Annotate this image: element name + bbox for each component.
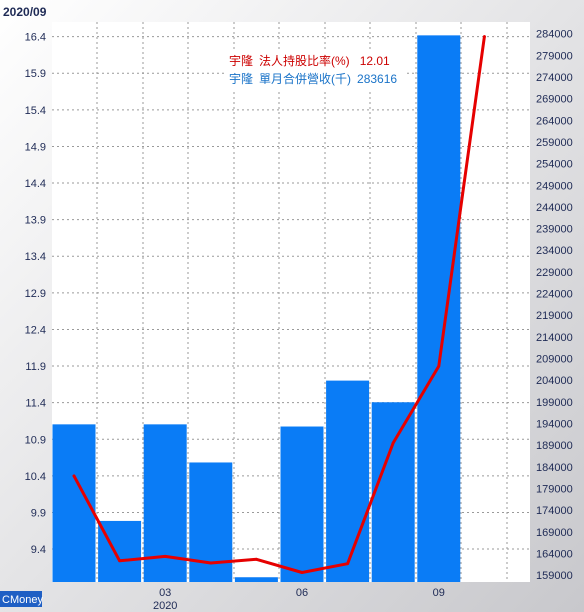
left-axis-tick-label: 16.4	[25, 32, 46, 44]
left-axis-tick-label: 15.4	[25, 105, 46, 117]
right-axis-tick-label: 204000	[536, 375, 573, 387]
legend-item-revenue: 宇隆 單月合併營收(千) 283616	[229, 71, 397, 86]
revenue-bar	[417, 35, 461, 582]
legend-metric-name: 單月合併營收(千)	[259, 71, 351, 86]
legend-stock-name: 宇隆	[229, 53, 253, 68]
revenue-bar	[326, 380, 370, 582]
right-axis-tick-label: 279000	[536, 50, 573, 62]
left-axis-tick-label: 10.4	[25, 471, 46, 483]
right-axis-tick-label: 184000	[536, 462, 573, 474]
right-axis-tick-label: 209000	[536, 354, 573, 366]
watermark-badge	[0, 591, 42, 607]
right-axis-tick-label: 284000	[536, 29, 573, 41]
holding-ratio-line	[72, 35, 486, 574]
right-axis-tick-label: 159000	[536, 570, 573, 582]
holding-ratio-point	[391, 441, 395, 445]
right-axis-tick-label: 234000	[536, 245, 573, 257]
left-axis-tick-label: 12.4	[25, 324, 46, 336]
holding-ratio-point	[346, 562, 349, 566]
right-axis-tick-label: 169000	[536, 527, 573, 539]
holding-ratio-point	[300, 571, 304, 574]
right-axis-tick-label: 219000	[536, 310, 573, 322]
legend-stock-name: 宇隆	[229, 71, 253, 86]
right-axis-tick-label: 179000	[536, 483, 573, 495]
left-axis-tick-label: 10.9	[25, 434, 46, 446]
right-axis-tick-label: 224000	[536, 289, 573, 301]
right-axis-tick-label: 164000	[536, 548, 573, 560]
left-axis-tick-label: 11.9	[25, 361, 46, 373]
legend-value: 283616	[357, 72, 397, 86]
x-axis: 03 06 09 2020	[153, 587, 445, 612]
right-axis-tick-label: 214000	[536, 332, 573, 344]
line-series	[72, 35, 486, 574]
legend-item-holding-ratio: 宇隆 法人持股比率(%) 12.01	[229, 53, 390, 68]
revenue-bar	[280, 426, 324, 582]
right-axis: 159000 164000 169000 174000 179000 184000 1890…	[536, 29, 573, 582]
right-axis-tick-label: 174000	[536, 505, 573, 517]
right-axis-tick-label: 254000	[536, 159, 573, 171]
holding-ratio-point	[255, 557, 258, 561]
legend-value: 12.01	[360, 54, 390, 68]
holding-ratio-point	[163, 554, 167, 558]
right-axis-tick-label: 274000	[536, 72, 573, 84]
right-axis-tick-label: 239000	[536, 224, 573, 236]
legend-box	[224, 50, 404, 90]
x-axis-tick-label: 06	[296, 587, 308, 599]
left-axis-tick-label: 13.9	[25, 215, 46, 227]
revenue-bar	[234, 577, 278, 582]
right-axis-tick-label: 244000	[536, 202, 573, 214]
left-axis-tick-label: 14.9	[25, 141, 46, 153]
x-axis-tick-label: 03	[159, 587, 171, 599]
right-axis-tick-label: 259000	[536, 137, 573, 149]
holding-ratio-point	[72, 474, 76, 478]
holding-ratio-point	[483, 35, 486, 39]
left-axis-tick-label: 11.4	[25, 398, 46, 410]
holding-ratio-point	[118, 559, 121, 563]
legend-metric-name: 法人持股比率(%)	[259, 53, 350, 68]
x-axis-tick-label: 09	[433, 587, 445, 599]
revenue-bar	[371, 402, 415, 582]
right-axis-tick-label: 269000	[536, 94, 573, 106]
left-axis-tick-label: 9.9	[31, 507, 46, 519]
period-label: 2020/09	[3, 5, 47, 19]
holding-ratio-point	[437, 364, 441, 368]
right-axis-tick-label: 229000	[536, 267, 573, 279]
right-axis-tick-label: 264000	[536, 115, 573, 127]
left-axis-tick-label: 9.4	[31, 544, 46, 556]
holding-ratio-point	[209, 561, 213, 565]
left-axis: 9.4 9.9 10.4 10.9 11.4 11.9 12.4 12.9 13.4 13.9 14…	[25, 32, 46, 556]
right-axis-tick-label: 189000	[536, 440, 573, 452]
cmoney-watermark: CMoney	[2, 594, 43, 606]
right-axis-tick-label: 194000	[536, 418, 573, 430]
left-axis-tick-label: 13.4	[25, 251, 46, 263]
right-axis-tick-label: 249000	[536, 180, 573, 192]
right-axis-tick-label: 199000	[536, 397, 573, 409]
left-axis-tick-label: 14.4	[25, 178, 46, 190]
grid-layer	[52, 22, 530, 582]
x-axis-year-label: 2020	[153, 600, 177, 612]
left-axis-tick-label: 15.9	[25, 68, 46, 80]
left-axis-tick-label: 12.9	[25, 288, 46, 300]
